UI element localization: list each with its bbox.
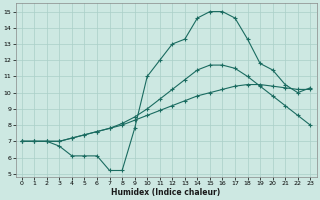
X-axis label: Humidex (Indice chaleur): Humidex (Indice chaleur) <box>111 188 221 197</box>
